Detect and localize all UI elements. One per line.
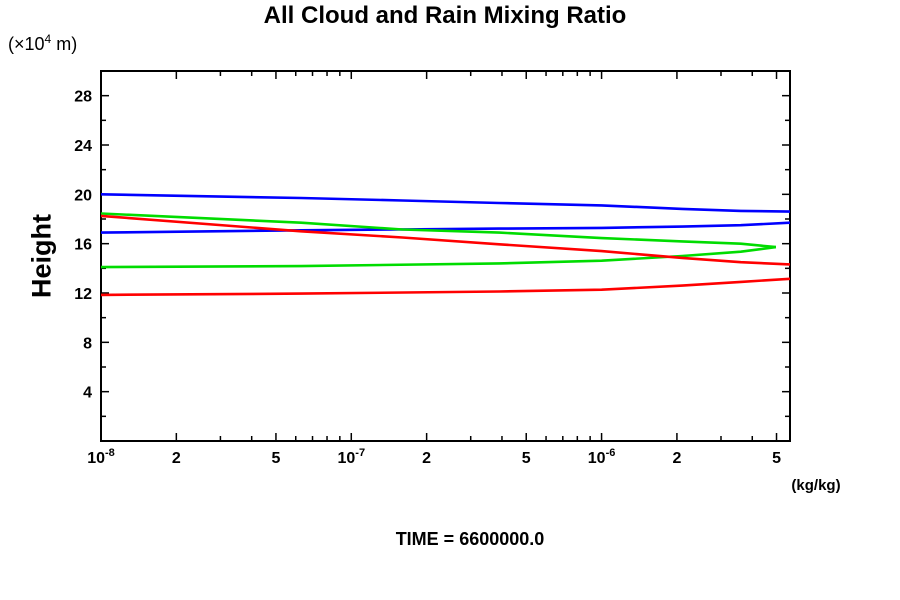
series-red-lower	[101, 277, 790, 297]
time-annotation: TIME = 6600000.0	[395, 529, 545, 549]
x-tick-label: 10-7	[338, 447, 366, 467]
y-unit-prefix: (×10	[8, 34, 45, 54]
y-tick-label: 28	[74, 89, 92, 106]
y-tick-label: 12	[74, 286, 92, 303]
x-tick-labels: 10-8 2 5 10-7 2 5 10-6 2 5	[87, 447, 781, 467]
y-tick-label: 24	[74, 138, 92, 155]
series-lines	[101, 193, 790, 297]
x-tick-label: 2	[422, 450, 431, 467]
series-green-lower	[101, 245, 777, 269]
y-unit-suffix: m)	[51, 34, 78, 54]
x-axis-unit-label: (kg/kg)	[791, 477, 841, 494]
y-unit-exponent: 4	[44, 32, 52, 46]
x-tick-label: 10-8	[87, 447, 115, 467]
series-red-upper	[101, 214, 790, 266]
x-tick-label: 5	[772, 450, 781, 467]
x-tick-label: 10-6	[588, 447, 616, 467]
y-tick-labels: 4 8 12 16 20 24 28	[74, 89, 92, 402]
chart-title: All Cloud and Rain Mixing Ratio	[263, 2, 627, 29]
y-tick-label: 16	[74, 237, 92, 254]
x-tick-label: 5	[271, 450, 280, 467]
y-tick-label: 8	[83, 335, 92, 352]
series-green-upper	[101, 212, 777, 249]
y-tick-label: 20	[74, 187, 92, 204]
y-axis-unit-label: (×104 m)	[8, 32, 77, 55]
series-blue-upper	[101, 193, 790, 213]
x-tick-label: 2	[172, 450, 181, 467]
plot-frame	[100, 70, 791, 442]
x-tick-label: 5	[522, 450, 531, 467]
x-tick-label: 2	[672, 450, 681, 467]
y-tick-label: 4	[83, 385, 92, 402]
